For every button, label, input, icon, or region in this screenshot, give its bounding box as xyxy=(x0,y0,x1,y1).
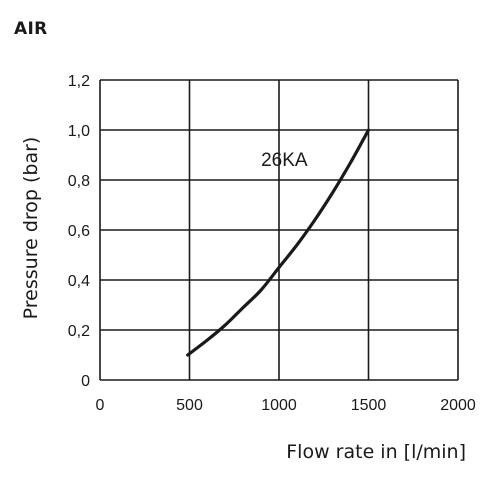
tick-labels: 0 500 1000 1500 2000 0 0,2 0,4 0,6 0,8 1,0 1,2 xyxy=(68,73,476,414)
y-axis-label: Pressure drop (bar) xyxy=(20,137,42,320)
y-tick-label: 0,8 xyxy=(68,173,90,190)
y-tick-label: 1,0 xyxy=(68,123,90,140)
series-line-26ka xyxy=(186,128,371,357)
x-tick-label: 1000 xyxy=(261,397,297,414)
x-tick-label: 2000 xyxy=(440,397,476,414)
x-axis-label: Flow rate in [l/min] xyxy=(286,441,466,463)
figure-title: AIR xyxy=(14,19,48,39)
x-tick-label: 500 xyxy=(176,397,203,414)
y-tick-label: 0,6 xyxy=(68,223,90,240)
grid xyxy=(99,79,459,381)
x-tick-label: 1500 xyxy=(351,397,387,414)
annotations: 26KA xyxy=(261,150,308,171)
y-tick-label: 0 xyxy=(81,373,90,390)
y-tick-label: 0,4 xyxy=(68,273,90,290)
series-label: 26KA xyxy=(261,150,308,171)
x-tick-label: 0 xyxy=(96,397,105,414)
y-tick-label: 0,2 xyxy=(68,323,90,340)
series-lines xyxy=(186,128,371,357)
y-tick-label: 1,2 xyxy=(68,73,90,90)
